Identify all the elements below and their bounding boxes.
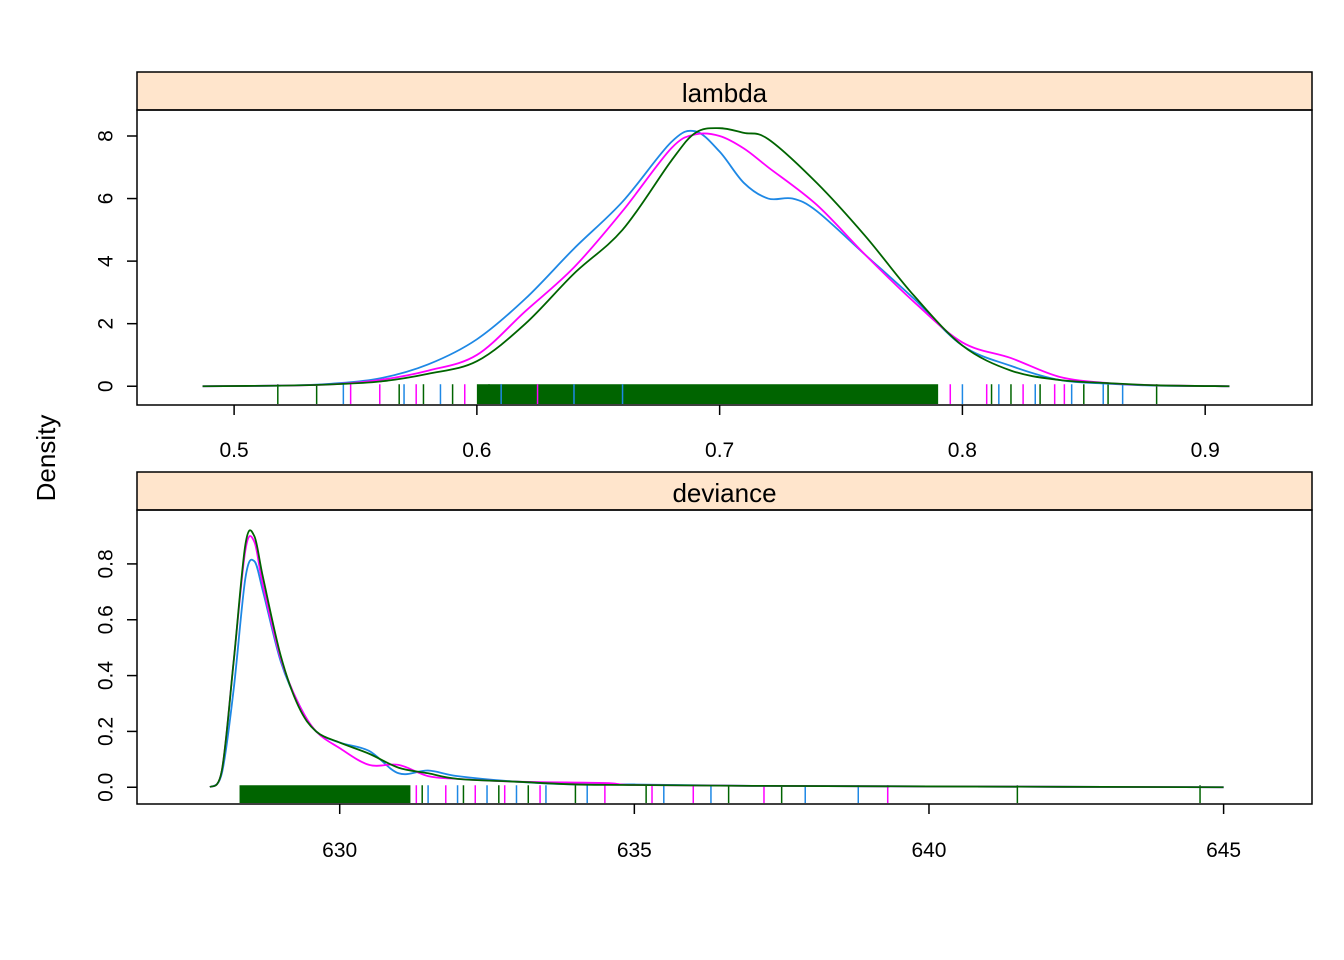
x-tick-label: 0.9 — [1191, 439, 1220, 462]
y-tick-label: 0.0 — [94, 773, 117, 802]
x-tick-label: 635 — [617, 839, 652, 862]
y-tick-label: 8 — [94, 130, 117, 142]
x-tick-label: 0.7 — [705, 439, 734, 462]
panel-border — [136, 109, 1313, 406]
y-tick-label: 0 — [94, 380, 117, 392]
panel-deviance: deviance 630 635 640 645 0.0 0.2 0.4 0.6 0.8 — [94, 471, 1313, 862]
y-tick-label: 0.4 — [94, 661, 117, 691]
density-curve-series-2 — [209, 535, 1224, 789]
y-tick-label: 0.2 — [94, 717, 117, 746]
panel-strip-title: lambda — [682, 78, 768, 108]
density-curve-series-3 — [202, 127, 1230, 388]
x-tick-label: 0.8 — [948, 439, 977, 462]
panel-strip — [136, 471, 1313, 511]
y-tick-label: 2 — [94, 318, 117, 330]
density-curve-series-2 — [202, 132, 1230, 388]
x-tick-label: 640 — [911, 839, 946, 862]
x-tick-label: 0.5 — [220, 439, 249, 462]
y-tick-label: 4 — [94, 255, 117, 267]
y-tick-label: 6 — [94, 193, 117, 205]
y-axis-label: Density — [31, 415, 61, 502]
panel-border — [136, 509, 1313, 805]
x-tick-label: 645 — [1206, 839, 1241, 862]
density-curve-series-1 — [209, 558, 1224, 789]
density-curve-series-3 — [209, 529, 1224, 789]
panel-strip-title: deviance — [672, 478, 776, 508]
panel-strip — [136, 71, 1313, 111]
rug-dense-block — [476, 384, 939, 404]
y-tick-label: 0.6 — [94, 605, 117, 634]
x-tick-label: 630 — [322, 839, 357, 862]
rug-dense-block — [239, 785, 411, 803]
y-tick-label: 0.8 — [94, 549, 117, 578]
panel-lambda: lambda 0.5 0.6 0.7 0.8 0.9 0 2 4 6 8 — [94, 71, 1313, 462]
density-curve-series-1 — [202, 129, 1230, 388]
x-tick-label: 0.6 — [462, 439, 491, 462]
